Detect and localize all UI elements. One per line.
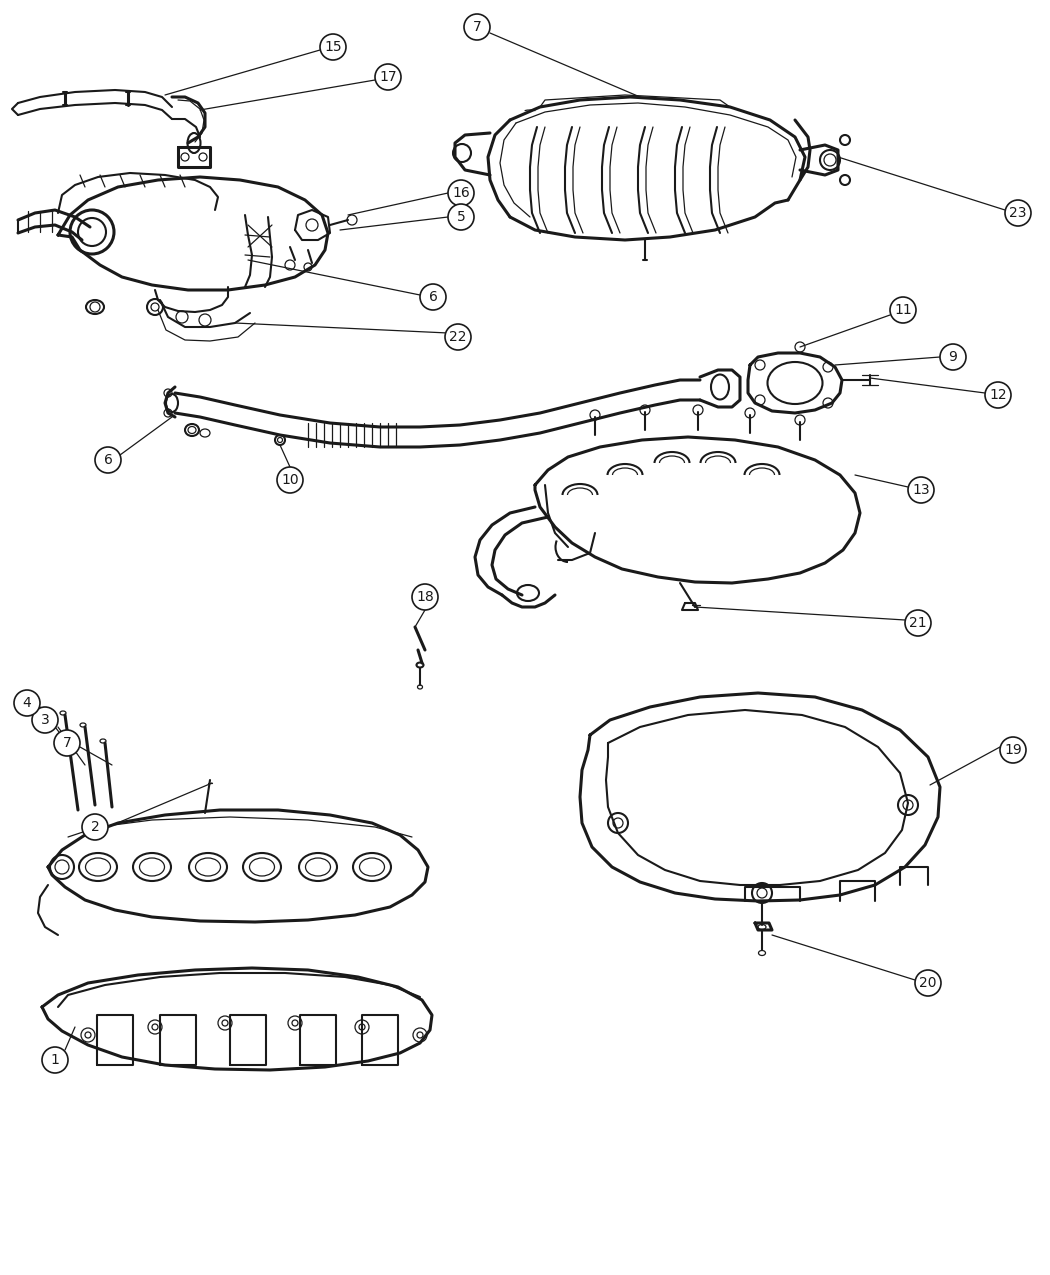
Circle shape <box>277 467 303 493</box>
Circle shape <box>420 284 446 310</box>
Circle shape <box>890 297 916 323</box>
Circle shape <box>82 813 108 840</box>
Text: 1: 1 <box>50 1053 60 1067</box>
Text: 23: 23 <box>1009 207 1027 221</box>
Text: 19: 19 <box>1004 743 1022 757</box>
Circle shape <box>42 1047 68 1074</box>
Text: 6: 6 <box>428 289 438 303</box>
Circle shape <box>905 609 931 636</box>
Circle shape <box>54 731 80 756</box>
Circle shape <box>908 477 934 504</box>
Text: 7: 7 <box>63 736 71 750</box>
Text: 10: 10 <box>281 473 299 487</box>
Text: 16: 16 <box>453 186 470 200</box>
Text: 2: 2 <box>90 820 100 834</box>
Circle shape <box>915 970 941 996</box>
Circle shape <box>1005 200 1031 226</box>
Text: 15: 15 <box>324 40 342 54</box>
Text: 5: 5 <box>457 210 465 224</box>
Circle shape <box>464 14 490 40</box>
Text: 22: 22 <box>449 330 467 344</box>
Text: 12: 12 <box>989 388 1007 402</box>
Circle shape <box>14 690 40 717</box>
Circle shape <box>445 324 471 351</box>
Circle shape <box>412 584 438 609</box>
Circle shape <box>375 64 401 91</box>
Circle shape <box>448 204 474 230</box>
Circle shape <box>940 344 966 370</box>
Text: 20: 20 <box>919 975 937 989</box>
Circle shape <box>320 34 346 60</box>
Text: 21: 21 <box>909 616 927 630</box>
Circle shape <box>985 382 1011 408</box>
Text: 11: 11 <box>895 303 911 317</box>
Text: 7: 7 <box>472 20 481 34</box>
Text: 4: 4 <box>23 696 32 710</box>
Circle shape <box>94 448 121 473</box>
Text: 13: 13 <box>912 483 930 497</box>
Text: 6: 6 <box>104 453 112 467</box>
Text: 3: 3 <box>41 713 49 727</box>
Text: 18: 18 <box>416 590 434 604</box>
Text: 17: 17 <box>379 70 397 84</box>
Circle shape <box>448 180 474 207</box>
Text: 9: 9 <box>948 351 958 363</box>
Circle shape <box>32 708 58 733</box>
Circle shape <box>1000 737 1026 762</box>
